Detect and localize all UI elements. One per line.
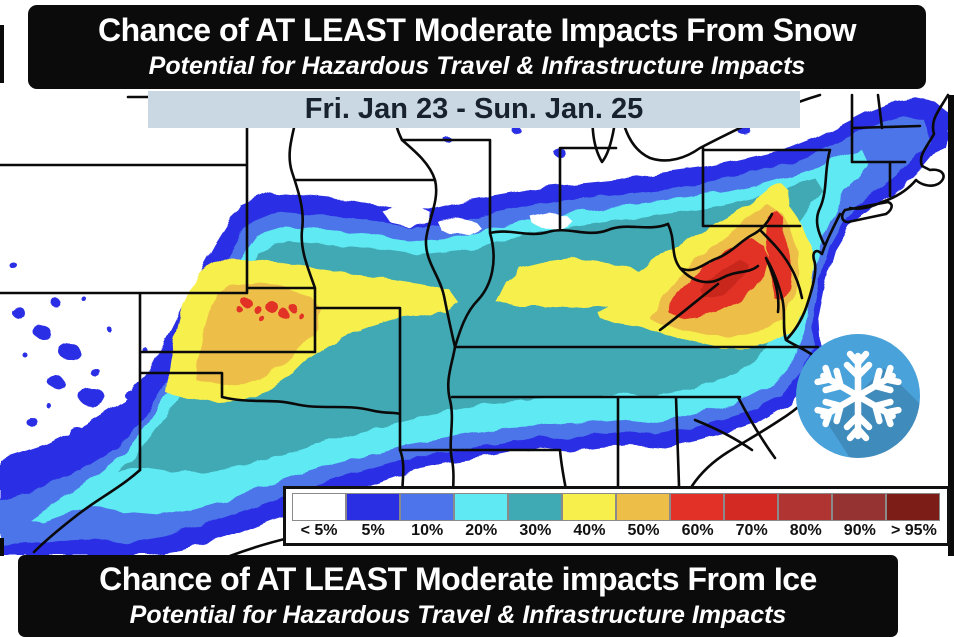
legend-label: 30%: [519, 522, 552, 539]
snowflake-icon: [796, 334, 920, 458]
probability-legend: < 5% 5% 10% 20% 30% 40% 50% 60% 70% 80% 90% > 95%: [283, 486, 950, 546]
footer-subtitle: Potential for Hazardous Travel & Infrast…: [129, 600, 787, 629]
date-range-label: Fri. Jan 23 - Sun. Jan. 25: [304, 93, 644, 125]
legend-swatch: [507, 493, 562, 521]
date-range-banner: Fri. Jan 23 - Sun. Jan. 25: [148, 91, 800, 128]
probability-bands: [0, 98, 948, 555]
legend-swatch: [724, 493, 779, 521]
legend-item: 60%: [670, 493, 725, 540]
legend-label: 40%: [573, 522, 606, 539]
legend-label: 60%: [681, 522, 714, 539]
legend-swatch: [886, 493, 941, 521]
map-left-border: [0, 538, 4, 556]
legend-item: 70%: [724, 493, 779, 540]
legend-swatch: [778, 493, 833, 521]
legend-label: 20%: [465, 522, 498, 539]
legend-item: < 5%: [292, 493, 347, 540]
legend-items: < 5% 5% 10% 20% 30% 40% 50% 60% 70% 80% 90% > 95%: [292, 493, 941, 540]
legend-swatch: [832, 493, 887, 521]
legend-item: 90%: [832, 493, 887, 540]
legend-label: 5%: [361, 522, 385, 539]
map-left-border-top: [0, 25, 4, 83]
page-title: Chance of AT LEAST Moderate Impacts From…: [97, 12, 857, 49]
coastline: [32, 93, 950, 558]
legend-item: > 95%: [886, 493, 941, 540]
legend-label: 50%: [627, 522, 660, 539]
legend-item: 50%: [615, 493, 671, 540]
legend-item: 10%: [399, 493, 454, 540]
legend-label: 10%: [411, 522, 444, 539]
legend-item: 40%: [561, 493, 616, 540]
legend-item: 30%: [507, 493, 562, 540]
page-subtitle: Potential for Hazardous Travel & Infrast…: [148, 51, 806, 80]
legend-swatch: [453, 493, 508, 521]
legend-label: 90%: [843, 522, 876, 539]
map-right-border: [948, 95, 954, 556]
legend-swatch: [399, 493, 454, 521]
legend-item: 80%: [778, 493, 833, 540]
legend-label: > 95%: [890, 522, 937, 539]
footer-banner: Chance of AT LEAST Moderate impacts From…: [18, 555, 898, 637]
header-banner: Chance of AT LEAST Moderate Impacts From…: [28, 5, 926, 89]
legend-swatch: [670, 493, 725, 521]
legend-label: 80%: [789, 522, 822, 539]
snowflake-glyph: [816, 354, 900, 438]
legend-swatch: [615, 493, 671, 521]
legend-item: 20%: [453, 493, 508, 540]
legend-swatch: [561, 493, 616, 521]
legend-label: < 5%: [300, 522, 338, 539]
footer-title: Chance of AT LEAST Moderate impacts From…: [99, 561, 817, 598]
state-borders: [0, 93, 950, 558]
legend-swatch: [345, 493, 400, 521]
legend-item: 5%: [345, 493, 400, 540]
legend-label: 70%: [735, 522, 768, 539]
legend-swatch: [292, 493, 347, 521]
